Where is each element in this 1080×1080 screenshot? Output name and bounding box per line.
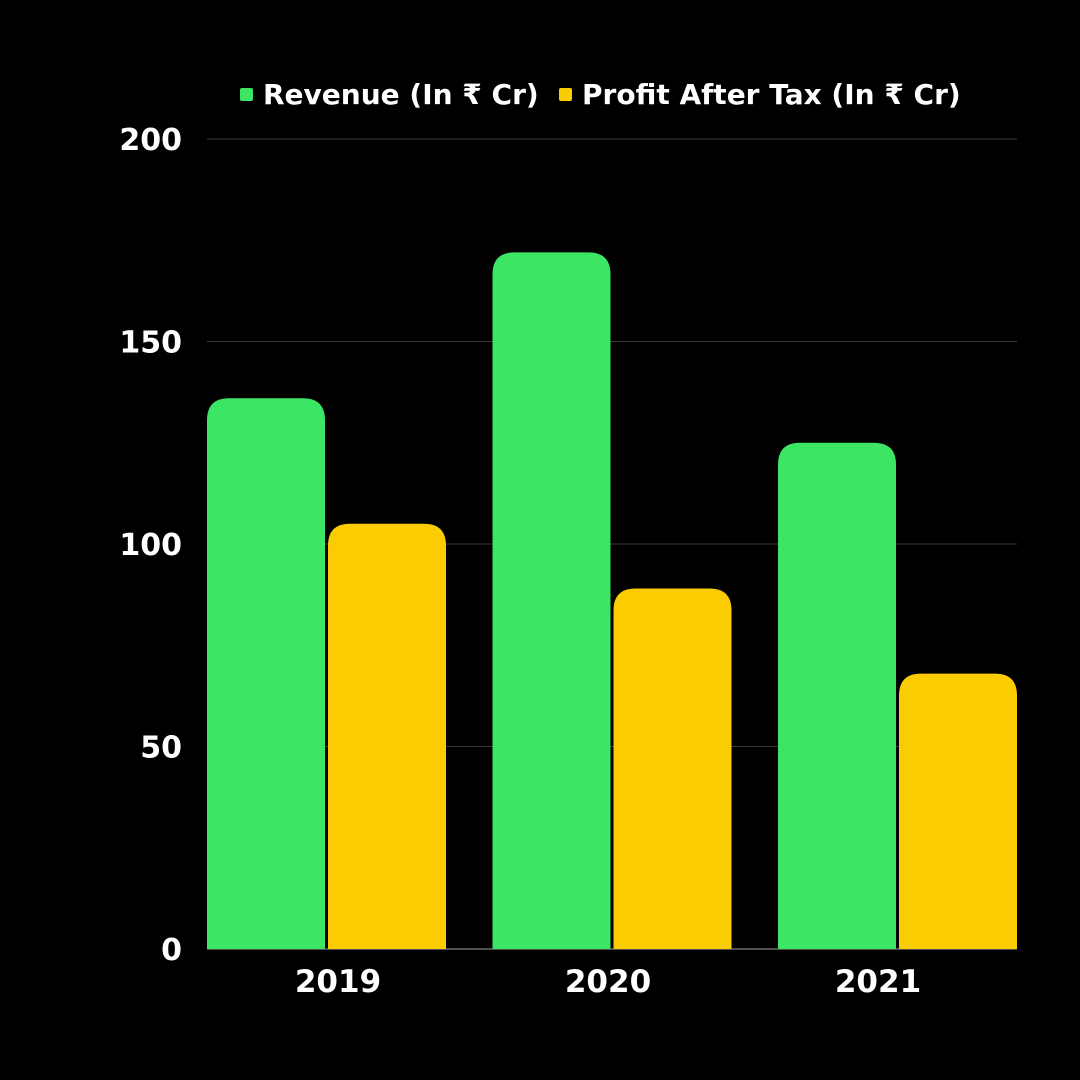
x-axis-ticks: 2019 2020 2021: [295, 964, 921, 1000]
y-axis-ticks: 0 50 100 150 200: [119, 123, 182, 968]
legend-swatch-revenue: [240, 88, 253, 101]
y-tick-label-0: 0: [161, 933, 182, 968]
legend: Revenue (In ₹ Cr) Profit After Tax (In ₹ …: [240, 78, 961, 111]
bar-profit-2020: [613, 588, 732, 949]
bar-revenue-2020: [492, 252, 611, 949]
bar-revenue-2021: [778, 442, 896, 949]
legend-label-profit: Profit After Tax (In ₹ Cr): [582, 78, 961, 111]
x-tick-label-2020: 2020: [565, 964, 651, 1000]
y-tick-label-200: 200: [119, 123, 182, 158]
y-tick-label-150: 150: [119, 326, 182, 361]
bars: [207, 252, 1017, 949]
bar-profit-2021: [899, 673, 1017, 949]
legend-swatch-profit: [559, 88, 572, 101]
bar-revenue-2019: [207, 398, 325, 949]
x-tick-label-2019: 2019: [295, 964, 381, 1000]
bar-profit-2019: [328, 523, 446, 949]
y-tick-label-100: 100: [119, 528, 182, 563]
legend-label-revenue: Revenue (In ₹ Cr): [263, 78, 539, 111]
x-tick-label-2021: 2021: [835, 964, 921, 1000]
y-tick-label-50: 50: [140, 731, 182, 766]
